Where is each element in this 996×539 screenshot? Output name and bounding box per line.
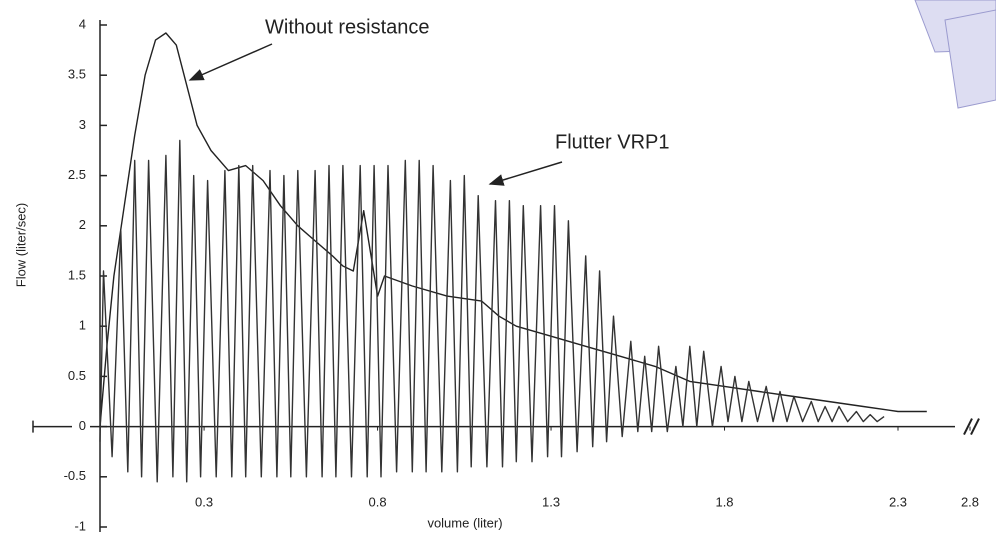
x-tick-label: 1.8 — [715, 494, 733, 509]
y-tick-label: 0.5 — [68, 368, 86, 383]
axis-break — [963, 418, 973, 436]
x-tick-label: 0.8 — [369, 494, 387, 509]
axis-break — [970, 418, 980, 436]
x-tick-label: 1.3 — [542, 494, 560, 509]
y-tick-label: 2.5 — [68, 167, 86, 182]
line — [99, 139, 885, 483]
background-shape — [944, 9, 996, 109]
x-tick-label: 2.8 — [961, 494, 979, 509]
y-tick-label: -1 — [74, 518, 86, 533]
decoration — [914, 0, 996, 109]
y-tick-label: 2 — [79, 217, 86, 232]
y-tick-label: 4 — [79, 16, 86, 31]
y-axis-label: Flow (liter/sec) — [13, 203, 28, 288]
annotation: Flutter VRP1 — [555, 131, 669, 153]
annotation-arrow — [488, 161, 563, 186]
y-tick-label: -0.5 — [64, 468, 86, 483]
y-tick-label: 3 — [79, 117, 86, 132]
annotation: Without resistance — [265, 16, 430, 38]
y-tick-label: 0 — [79, 418, 86, 433]
y-tick-label: 1.5 — [68, 267, 86, 282]
x-tick-label: 2.3 — [889, 494, 907, 509]
x-tick-label: 0.3 — [195, 494, 213, 509]
annotation-arrow — [188, 43, 273, 81]
x-axis-label: volume (liter) — [427, 515, 502, 530]
y-tick-label: 3.5 — [68, 67, 86, 82]
y-tick-label: 1 — [79, 318, 86, 333]
